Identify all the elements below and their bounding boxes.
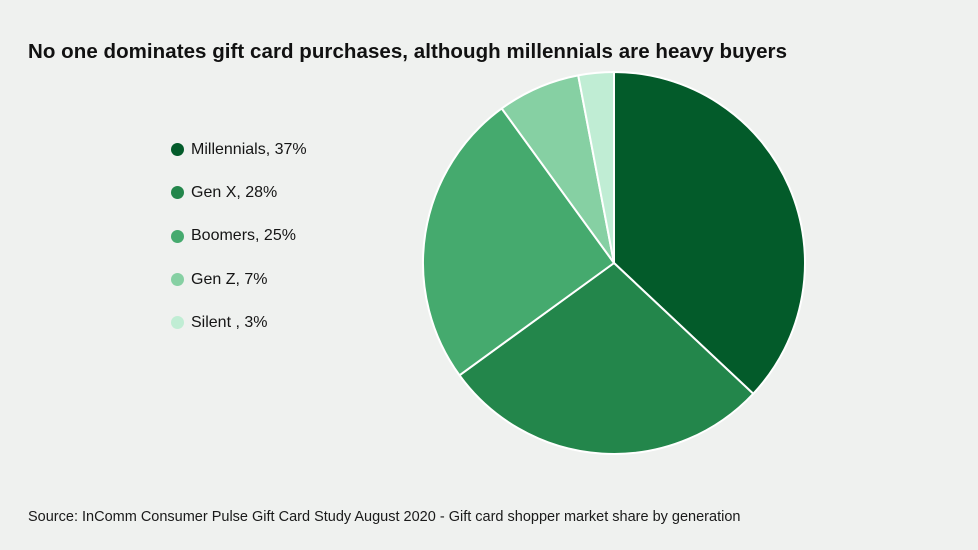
- legend-marker-boomers: [171, 229, 184, 243]
- legend-marker-silent: [171, 316, 184, 330]
- source-note: Source: InComm Consumer Pulse Gift Card …: [28, 509, 741, 525]
- chart-title: No one dominates gift card purchases, al…: [28, 40, 788, 63]
- legend-label-silent: Silent , 3%: [191, 313, 268, 331]
- legend-label-millennials: Millennials, 37%: [191, 140, 307, 158]
- pie-slice-boomers: [422, 107, 615, 377]
- legend-label-gen-z: Gen Z, 7%: [191, 270, 268, 288]
- pie-slice-gen-x: [458, 262, 755, 455]
- legend-label-gen-x: Gen X, 28%: [191, 183, 278, 201]
- legend-item-gen-x: Gen X, 28%: [171, 171, 307, 214]
- legend-item-gen-z: Gen Z, 7%: [171, 258, 307, 301]
- pie-slice-silent: [577, 71, 615, 264]
- legend-marker-gen-x: [171, 186, 184, 200]
- legend-item-millennials: Millennials, 37%: [171, 128, 307, 171]
- pie-slice-millennials: [613, 71, 806, 395]
- legend-item-silent: Silent , 3%: [171, 301, 307, 344]
- legend: Millennials, 37% Gen X, 28% Boomers, 25%…: [171, 128, 307, 344]
- legend-label-boomers: Boomers, 25%: [191, 227, 296, 245]
- legend-marker-gen-z: [171, 273, 184, 287]
- legend-item-boomers: Boomers, 25%: [171, 215, 307, 258]
- legend-marker-millennials: [171, 143, 184, 157]
